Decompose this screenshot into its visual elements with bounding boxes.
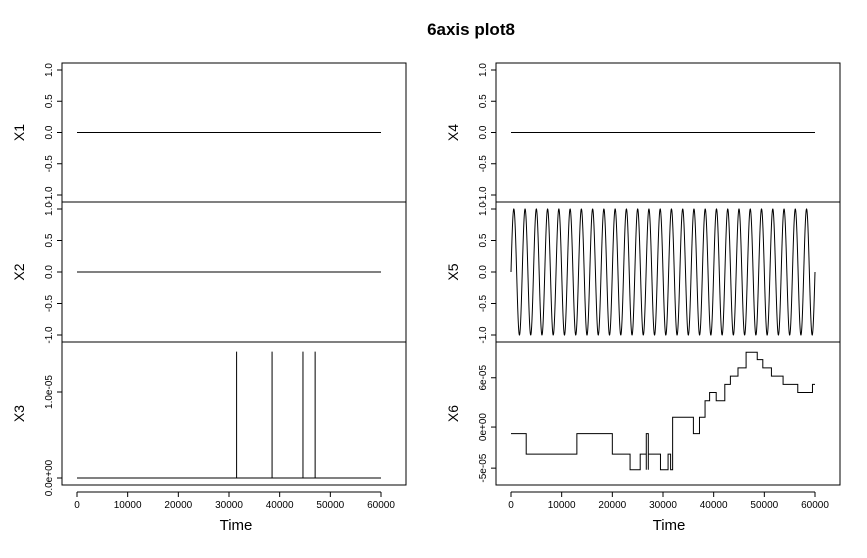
y-tick-label-x3: 0.0e+00 (44, 459, 55, 496)
x-tick-label-1: 0 (508, 500, 514, 511)
panel-label-x1: X1 (11, 124, 27, 141)
x-tick-label-0: 30000 (215, 500, 243, 511)
x-tick-label-0: 60000 (367, 500, 395, 511)
series-line-x6 (511, 351, 815, 471)
y-tick-label-x6: 0e+00 (478, 413, 489, 442)
y-tick-label-x1: -1.0 (44, 186, 55, 204)
series-line-x5 (510, 208, 816, 336)
y-tick-label-x1: -0.5 (44, 155, 55, 173)
panel-label-x2: X2 (11, 263, 27, 280)
y-tick-label-x4: 0.0 (478, 125, 489, 139)
y-tick-label-x1: 1.0 (44, 63, 55, 77)
panel-label-x3: X3 (11, 405, 27, 422)
x-tick-label-0: 50000 (316, 500, 344, 511)
y-tick-label-x5: 1.0 (478, 202, 489, 216)
y-tick-label-x4: 1.0 (478, 63, 489, 77)
x-tick-label-1: 40000 (700, 500, 728, 511)
x-axis-label-left: Time (220, 517, 253, 534)
y-tick-label-x5: 0.0 (478, 265, 489, 279)
x-tick-label-1: 10000 (548, 500, 576, 511)
x-tick-label-0: 40000 (266, 500, 294, 511)
y-tick-label-x2: 0.5 (44, 233, 55, 247)
x-tick-label-1: 30000 (649, 500, 677, 511)
y-tick-label-x4: -0.5 (478, 155, 489, 173)
panel-label-x4: X4 (445, 124, 461, 141)
y-tick-label-x4: -1.0 (478, 186, 489, 204)
y-tick-label-x4: 0.5 (478, 94, 489, 108)
series-line-x3 (77, 351, 381, 479)
chart-title: 6axis plot8 (427, 20, 515, 39)
y-tick-label-x2: -1.0 (44, 326, 55, 344)
y-tick-label-x2: 0.0 (44, 265, 55, 279)
y-tick-label-x2: -0.5 (44, 294, 55, 312)
y-tick-label-x5: 0.5 (478, 233, 489, 247)
y-tick-label-x5: -1.0 (478, 326, 489, 344)
x-tick-label-1: 50000 (750, 500, 778, 511)
x-tick-label-0: 20000 (164, 500, 192, 511)
y-tick-label-x3: 1.0e-05 (44, 375, 55, 409)
y-tick-label-x6: 6e-05 (478, 365, 489, 391)
panel-label-x6: X6 (445, 405, 461, 422)
panel-frame-x6 (495, 341, 841, 486)
panel-label-x5: X5 (445, 263, 461, 280)
x-tick-label-1: 60000 (801, 500, 829, 511)
x-tick-label-0: 0 (74, 500, 80, 511)
y-tick-label-x2: 1.0 (44, 202, 55, 216)
y-tick-label-x1: 0.0 (44, 125, 55, 139)
y-tick-label-x6: -5e-05 (478, 453, 489, 482)
y-tick-label-x1: 0.5 (44, 94, 55, 108)
y-tick-label-x5: -0.5 (478, 294, 489, 312)
x-axis-label-right: Time (653, 517, 686, 534)
x-tick-label-0: 10000 (114, 500, 142, 511)
x-tick-label-1: 20000 (598, 500, 626, 511)
panel-frame-x3 (61, 341, 407, 486)
